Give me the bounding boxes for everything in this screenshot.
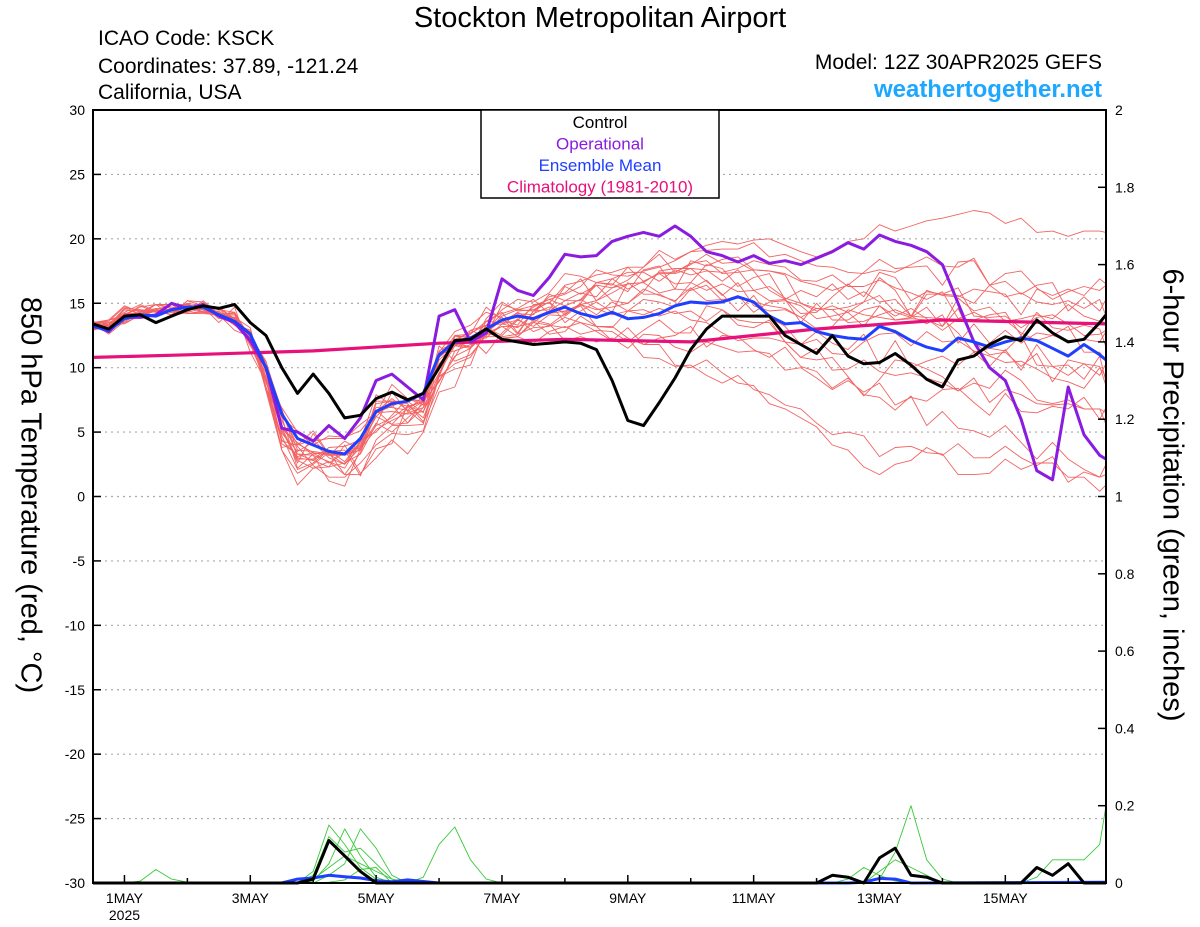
y2-tick-label: 2 — [1115, 102, 1123, 118]
ensemble-member-precip-line — [93, 805, 1107, 884]
legend: Control Operational Ensemble Mean Climatolo… — [480, 109, 720, 199]
ensemble-precip-members — [93, 805, 1107, 884]
ensemble-member-temp-line — [93, 210, 1107, 478]
y2-tick-label: 1.6 — [1115, 257, 1135, 273]
ensemble-member-temp-line — [93, 266, 1107, 486]
ensemble-member-precip-line — [93, 828, 1106, 884]
y-tick-label: 30 — [69, 102, 85, 118]
ensemble-member-precip-line — [93, 826, 1106, 884]
y2-tick-label: 0.2 — [1115, 798, 1135, 814]
x-tick-label: 7MAY — [483, 890, 521, 906]
x-tick-label: 13MAY — [857, 890, 903, 906]
x-tick-label: 3MAY — [232, 890, 270, 906]
ensemble-member-precip-line — [93, 828, 1106, 884]
y-tick-label: -30 — [65, 875, 85, 891]
ensemble-member-precip-line — [93, 836, 1106, 884]
y2-tick-label: 0 — [1115, 875, 1123, 891]
axis-ticks: 302520151050-5-10-15-20-25-3021.81.61.41… — [65, 102, 1135, 923]
chart-title: Stockton Metropolitan Airport — [413, 2, 787, 34]
ensemble-member-precip-line — [93, 867, 1106, 884]
ensemble-member-temp-line — [92, 304, 1107, 442]
model-run: Model: 12Z 30APR2025 GEFS — [814, 51, 1102, 74]
y-tick-label: 5 — [77, 424, 85, 440]
ensemble-member-precip-line — [93, 805, 1106, 884]
x-tick-sublabel: 2025 — [109, 907, 140, 923]
y-tick-label: 15 — [69, 295, 85, 311]
ensemble-member-temp-line — [93, 253, 1107, 487]
climatology-line — [92, 318, 1107, 359]
y2-tick-label: 1.8 — [1115, 179, 1135, 195]
y-tick-label: -15 — [65, 682, 85, 698]
y2-tick-label: 0.6 — [1115, 643, 1135, 659]
y2-tick-label: 1.4 — [1115, 334, 1135, 350]
legend-entry: Ensemble Mean — [539, 156, 662, 175]
ensemble-member-precip-line — [93, 859, 1106, 884]
coordinates: Coordinates: 37.89, -121.24 — [98, 55, 359, 78]
y-tick-label: -5 — [73, 553, 86, 569]
control-line — [92, 303, 1108, 428]
ensemble-member-temp-line — [92, 300, 1107, 464]
control-precip-line — [93, 839, 1106, 885]
mean-line — [92, 295, 1107, 456]
x-tick-label: 9MAY — [609, 890, 647, 906]
y-tick-label: -20 — [65, 746, 85, 762]
ensemble-member-precip-line — [93, 855, 1106, 884]
legend-entry: Operational — [556, 135, 644, 154]
y-tick-label: 0 — [77, 489, 85, 505]
x-tick-label: 5MAY — [358, 890, 396, 906]
ensemble-member-temp-line — [92, 309, 1107, 483]
y-tick-label: -25 — [65, 811, 85, 827]
y-tick-label: 25 — [69, 166, 85, 182]
y-tick-label: 20 — [69, 231, 85, 247]
y2-tick-label: 0.8 — [1115, 566, 1135, 582]
icao-code: ICAO Code: KSCK — [98, 27, 275, 50]
ensemble-member-temp-line — [92, 260, 1107, 455]
y-tick-label: 10 — [69, 360, 85, 376]
legend-entry: Climatology (1981-2010) — [507, 178, 693, 197]
x-tick-label: 15MAY — [983, 890, 1029, 906]
site-link[interactable]: weathertogether.net — [873, 76, 1102, 103]
legend-box — [480, 109, 720, 199]
ensemble-member-temp-line — [92, 242, 1107, 469]
ensemble-member-temp-line — [92, 287, 1107, 463]
ensemble-member-precip-line — [93, 867, 1106, 884]
ensemble-member-temp-line — [92, 279, 1107, 464]
mean-precip-line — [93, 873, 1107, 885]
y2-tick-label: 1 — [1115, 489, 1123, 505]
legend-entry: Control — [573, 113, 628, 132]
x-tick-label: 1MAY — [106, 890, 144, 906]
ensemble-member-precip-line — [93, 824, 1106, 884]
region: California, USA — [98, 81, 242, 104]
y2-tick-label: 0.4 — [1115, 720, 1135, 736]
x-tick-label: 11MAY — [732, 890, 776, 906]
y-tick-label: -10 — [65, 617, 85, 633]
ensemble-member-temp-line — [92, 298, 1107, 458]
y2-tick-label: 1.2 — [1115, 411, 1135, 427]
ensemble-member-temp-line — [92, 253, 1107, 465]
main-series — [92, 224, 1108, 885]
